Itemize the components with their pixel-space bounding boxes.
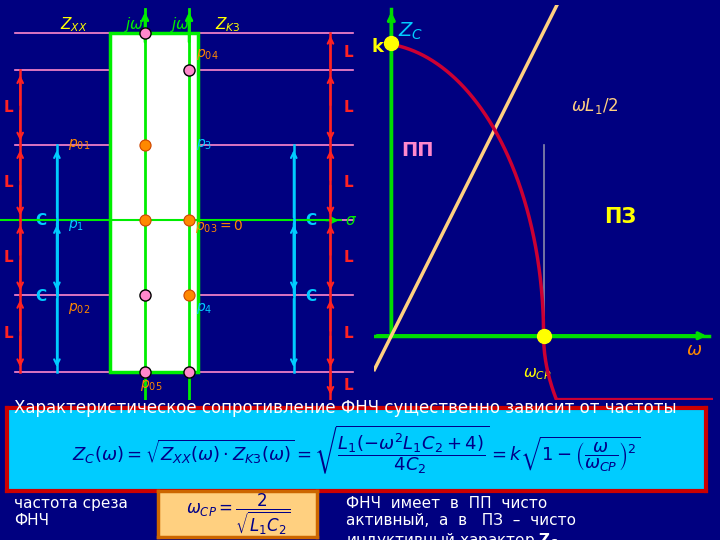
Text: L: L bbox=[343, 100, 353, 116]
Text: $\omega L_1/2$: $\omega L_1/2$ bbox=[571, 96, 618, 116]
Text: $\sigma$: $\sigma$ bbox=[345, 213, 357, 228]
Text: C: C bbox=[35, 213, 46, 228]
Text: L: L bbox=[343, 45, 353, 60]
Text: k: k bbox=[371, 38, 383, 56]
Text: $Z_{XX}$: $Z_{XX}$ bbox=[60, 15, 87, 34]
Text: $p_4$: $p_4$ bbox=[197, 301, 213, 316]
Text: $\omega_{CP} = \dfrac{2}{\sqrt{L_1 C_2}}$: $\omega_{CP} = \dfrac{2}{\sqrt{L_1 C_2}}… bbox=[186, 492, 289, 537]
Text: $j\omega$: $j\omega$ bbox=[124, 15, 144, 34]
Text: C: C bbox=[305, 213, 316, 228]
Text: $p_{03}= 0$: $p_{03}= 0$ bbox=[194, 218, 243, 235]
Text: L: L bbox=[343, 326, 353, 341]
Text: ПП: ПП bbox=[402, 140, 434, 160]
Text: L: L bbox=[343, 379, 353, 393]
Text: $p_{05}$: $p_{05}$ bbox=[140, 378, 162, 393]
Text: C: C bbox=[35, 288, 46, 303]
Text: $Z_{K3}$: $Z_{K3}$ bbox=[215, 15, 240, 34]
Text: $Z_C$: $Z_C$ bbox=[398, 21, 423, 42]
Text: $p_{02}$: $p_{02}$ bbox=[68, 301, 90, 316]
Text: $p_1$: $p_1$ bbox=[68, 218, 84, 233]
Text: L: L bbox=[4, 250, 13, 265]
Text: $Z_C(\omega) = \sqrt{Z_{XX}(\omega) \cdot Z_{K3}(\omega)} = \sqrt{\dfrac{L_1(-\o: $Z_C(\omega) = \sqrt{Z_{XX}(\omega) \cdo… bbox=[72, 423, 641, 476]
Text: $p_{04}$: $p_{04}$ bbox=[197, 46, 219, 62]
Text: $\omega$: $\omega$ bbox=[685, 341, 702, 359]
Text: $j\omega$: $j\omega$ bbox=[170, 15, 190, 34]
Text: L: L bbox=[4, 326, 13, 341]
Text: L: L bbox=[343, 250, 353, 265]
Text: L: L bbox=[4, 100, 13, 116]
Bar bbox=[110, 33, 198, 372]
Bar bbox=[110, 33, 198, 372]
Text: $p_3$: $p_3$ bbox=[197, 137, 212, 152]
Text: ПЗ: ПЗ bbox=[605, 207, 636, 227]
Text: L: L bbox=[4, 176, 13, 190]
Text: $p_{01}$: $p_{01}$ bbox=[68, 137, 90, 152]
Text: $\omega_{CP}$: $\omega_{CP}$ bbox=[523, 366, 552, 382]
Text: частота среза
ФНЧ: частота среза ФНЧ bbox=[14, 496, 128, 528]
Text: C: C bbox=[305, 288, 316, 303]
Text: L: L bbox=[343, 176, 353, 190]
Text: ФНЧ  имеет  в  ПП  чисто
активный,  а  в   ПЗ  –  чисто
индуктивный характер $\m: ФНЧ имеет в ПП чисто активный, а в ПЗ – … bbox=[346, 496, 575, 540]
Text: Характеристическое сопротивление ФНЧ существенно зависит от частоты: Характеристическое сопротивление ФНЧ сущ… bbox=[14, 399, 677, 416]
